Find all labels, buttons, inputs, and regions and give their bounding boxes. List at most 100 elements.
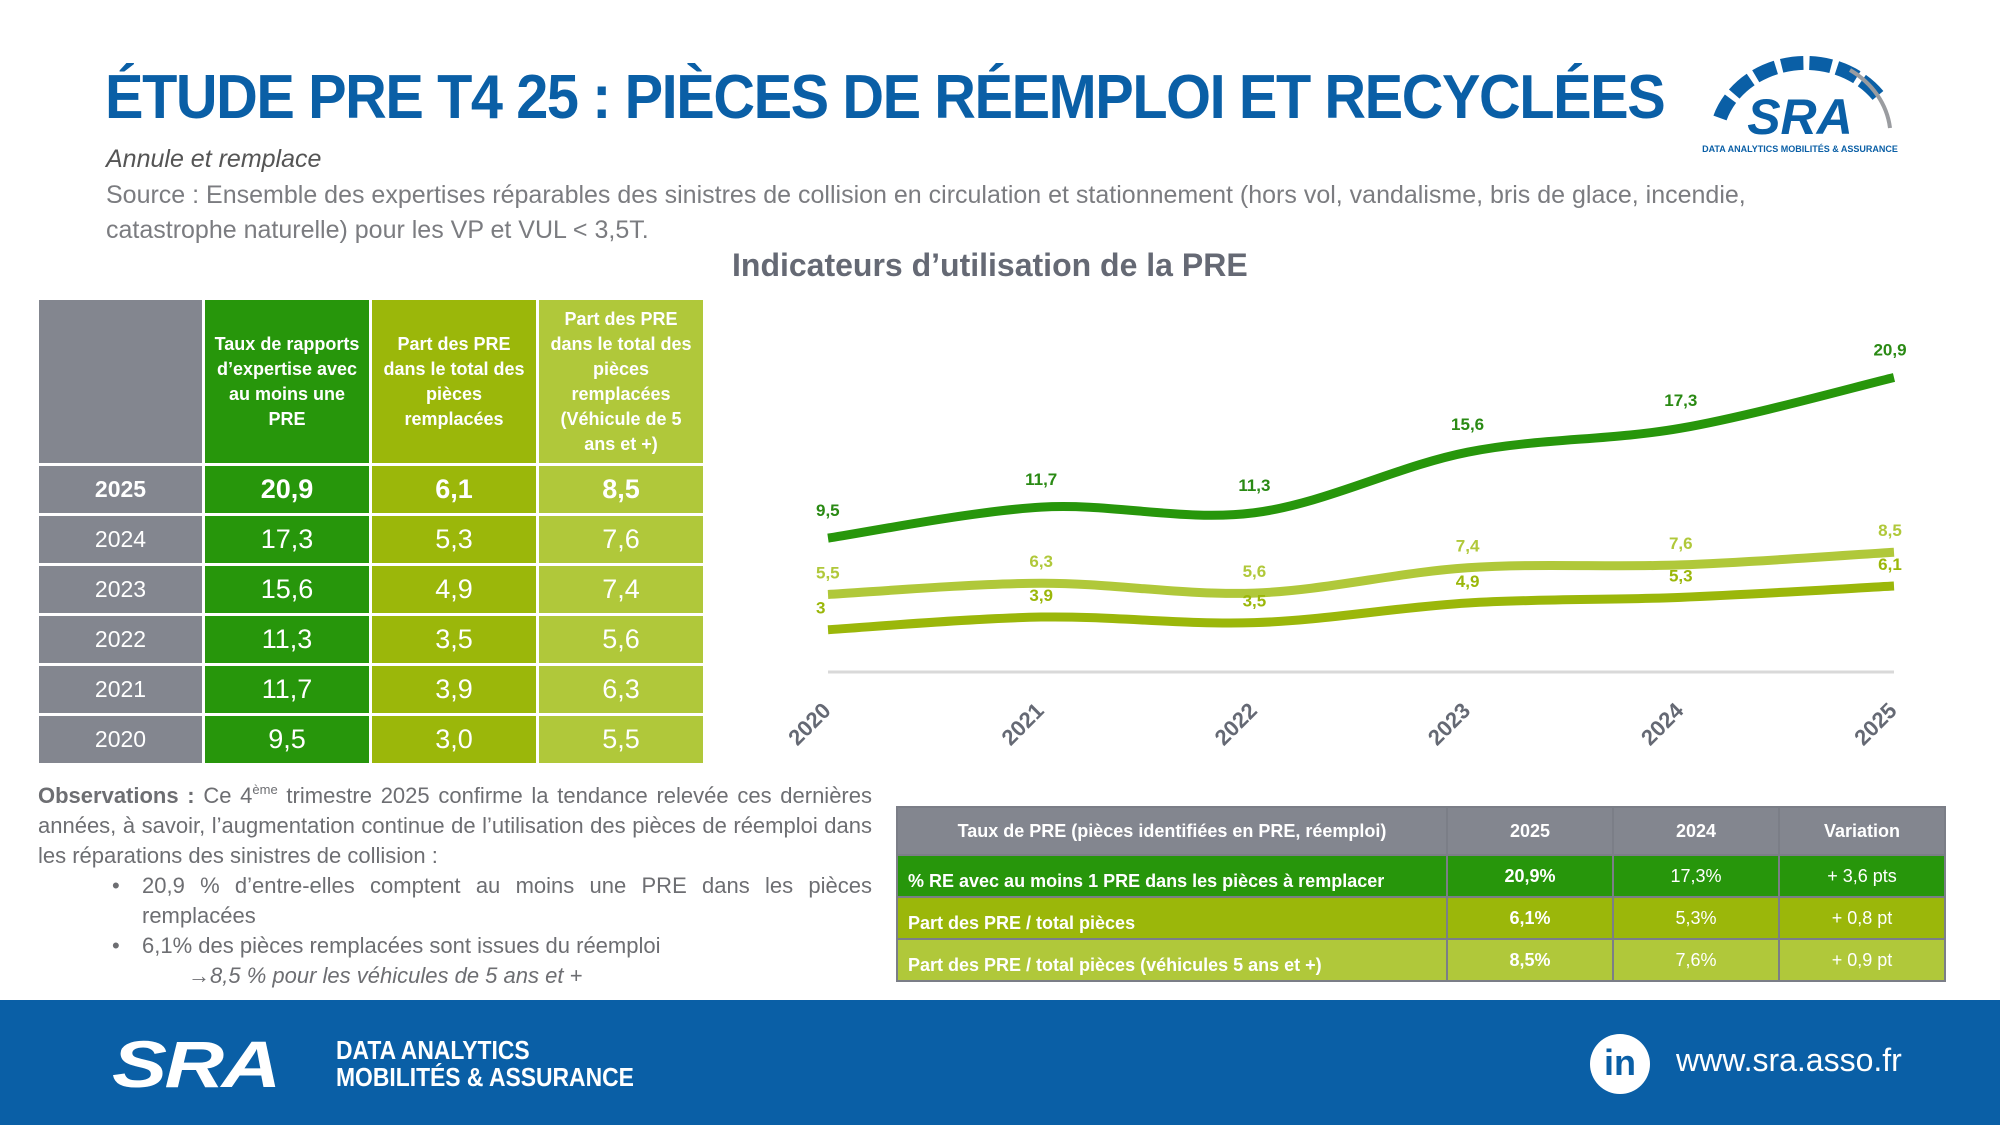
year-cell: 2022 [39,616,202,663]
header-share-parts: Part des PRE dans le total des pièces re… [372,300,536,463]
x-tick-label: 2022 [1210,698,1262,750]
observations-lead: Observations : [38,783,195,808]
observations-sup: ème [252,782,278,797]
observations: Observations : Ce 4ème trimestre 2025 co… [38,775,872,991]
year-cell: 2021 [39,666,202,713]
value-variation: + 0,9 pt [1778,938,1946,982]
series-line-0 [827,373,1896,543]
data-label: 4,9 [1456,572,1480,591]
subtitle: Annule et remplace [106,145,322,173]
value-cell: 20,9 [205,466,369,513]
footer-logo-text: SRA [112,1027,281,1101]
value-2025: 6,1% [1446,896,1614,940]
header-year [39,300,202,463]
observations-bullets: 20,9 % d’entre-elles comptent au moins u… [112,871,872,961]
row-label: % RE avec au moins 1 PRE dans les pièces… [896,854,1448,898]
footer-logo: SRA DATA ANALYTICS MOBILITÉS & ASSURANCE [112,1027,675,1101]
value-cell: 9,5 [205,716,369,763]
table-header-row: Taux de rapports d’expertise avec au moi… [39,300,703,463]
data-label: 20,9 [1873,341,1906,360]
value-2025: 20,9% [1446,854,1614,898]
website-link[interactable]: www.sra.asso.fr [1676,1042,1902,1078]
year-cell: 2024 [39,516,202,563]
value-variation: + 3,6 pts [1778,854,1946,898]
sra-logo: SRA DATA ANALYTICS MOBILITÉS & ASSURANCE [1700,48,1900,158]
value-variation: + 0,8 pt [1778,896,1946,940]
data-label: 3 [816,599,825,618]
data-label: 3,9 [1029,586,1053,605]
value-cell: 8,5 [539,466,703,513]
value-cell: 17,3 [205,516,369,563]
table-row: 2023 15,6 4,9 7,4 [39,566,703,613]
logo-tagline: DATA ANALYTICS MOBILITÉS & ASSURANCE [1702,144,1898,154]
value-cell: 3,5 [372,616,536,663]
value-cell: 5,3 [372,516,536,563]
table-row: 2021 11,7 3,9 6,3 [39,666,703,713]
series-line-1 [827,547,1895,599]
table-row: Part des PRE / total pièces 6,1% 5,3% + … [896,896,1946,940]
data-label: 7,6 [1669,534,1693,553]
data-label: 15,6 [1451,415,1484,434]
line-chart-svg: 2020 2021 2022 2023 2024 2025 9,5 11,7 11,3 15,6 1… [783,341,1906,751]
observations-text-cont: trimestre 2025 confirme la tendance rele… [38,783,872,868]
value-cell: 7,4 [539,566,703,613]
header-variation: Variation [1778,806,1946,856]
yearly-indicators-table: Taux de rapports d’expertise avec au moi… [36,297,706,766]
value-2024: 5,3% [1612,896,1780,940]
table-row: 2020 9,5 3,0 5,5 [39,716,703,763]
value-2024: 17,3% [1612,854,1780,898]
data-label: 8,5 [1878,521,1902,540]
value-cell: 5,5 [539,716,703,763]
value-cell: 11,3 [205,616,369,663]
sra-logo-icon: SRA DATA ANALYTICS MOBILITÉS & ASSURANCE [1702,55,1898,154]
table-row: Part des PRE / total pièces (véhicules 5… [896,938,1946,982]
footer-tagline-1: DATA ANALYTICS [336,1035,530,1065]
row-label: Part des PRE / total pièces [896,896,1448,940]
x-tick-label: 2020 [783,698,835,750]
data-label: 17,3 [1664,391,1697,410]
data-label: 6,3 [1029,552,1053,571]
x-tick-label: 2021 [996,698,1048,750]
page-title: ÉTUDE PRE T4 25 : PIÈCES DE RÉEMPLOI ET … [105,63,1666,132]
list-item: 6,1% des pièces remplacées sont issues d… [112,931,872,961]
footer-tagline-2: MOBILITÉS & ASSURANCE [336,1062,634,1092]
data-label: 7,4 [1456,537,1480,556]
value-cell: 15,6 [205,566,369,613]
table-row: % RE avec au moins 1 PRE dans les pièces… [896,854,1946,898]
table-row: 2024 17,3 5,3 7,6 [39,516,703,563]
data-label: 6,1 [1878,555,1902,574]
x-tick-label: 2024 [1636,697,1689,750]
footer: SRA DATA ANALYTICS MOBILITÉS & ASSURANCE… [0,1000,2000,1125]
table-row: 2022 11,3 3,5 5,6 [39,616,703,663]
year-cell: 2020 [39,716,202,763]
header-rate-reports: Taux de rapports d’expertise avec au moi… [205,300,369,463]
value-cell: 6,3 [539,666,703,713]
pre-rate-table: Taux de PRE (pièces identifiées en PRE, … [896,806,1946,982]
table-header-row: Taux de PRE (pièces identifiées en PRE, … [896,806,1946,856]
year-cell: 2023 [39,566,202,613]
value-cell: 3,0 [372,716,536,763]
value-2025: 8,5% [1446,938,1614,982]
value-2024: 7,6% [1612,938,1780,982]
data-label: 5,6 [1243,562,1267,581]
source-note: Source : Ensemble des expertises réparab… [106,181,1746,244]
linkedin-icon[interactable]: in [1590,1034,1650,1094]
value-cell: 5,6 [539,616,703,663]
footer-tagline: DATA ANALYTICS MOBILITÉS & ASSURANCE [336,1037,634,1091]
data-label: 5,3 [1669,566,1693,585]
value-cell: 3,9 [372,666,536,713]
value-cell: 6,1 [372,466,536,513]
x-tick-label: 2025 [1849,698,1901,750]
value-cell: 4,9 [372,566,536,613]
value-cell: 11,7 [205,666,369,713]
line-chart: 2020 2021 2022 2023 2024 2025 9,5 11,7 11,3 15,6 1… [760,300,1920,770]
header-indicator: Taux de PRE (pièces identifiées en PRE, … [896,806,1448,856]
data-label: 3,5 [1243,592,1267,611]
header-share-parts-5y: Part des PRE dans le total des pièces re… [539,300,703,463]
observations-sub-note: →8,5 % pour les véhicules de 5 ans et + [188,963,583,988]
observations-intro: Observations : Ce 4ème trimestre 2025 co… [38,775,872,871]
x-tick-label: 2023 [1423,698,1475,750]
observations-text: Ce 4 [194,783,253,808]
header-2025: 2025 [1446,806,1614,856]
row-label: Part des PRE / total pièces (véhicules 5… [896,938,1448,982]
